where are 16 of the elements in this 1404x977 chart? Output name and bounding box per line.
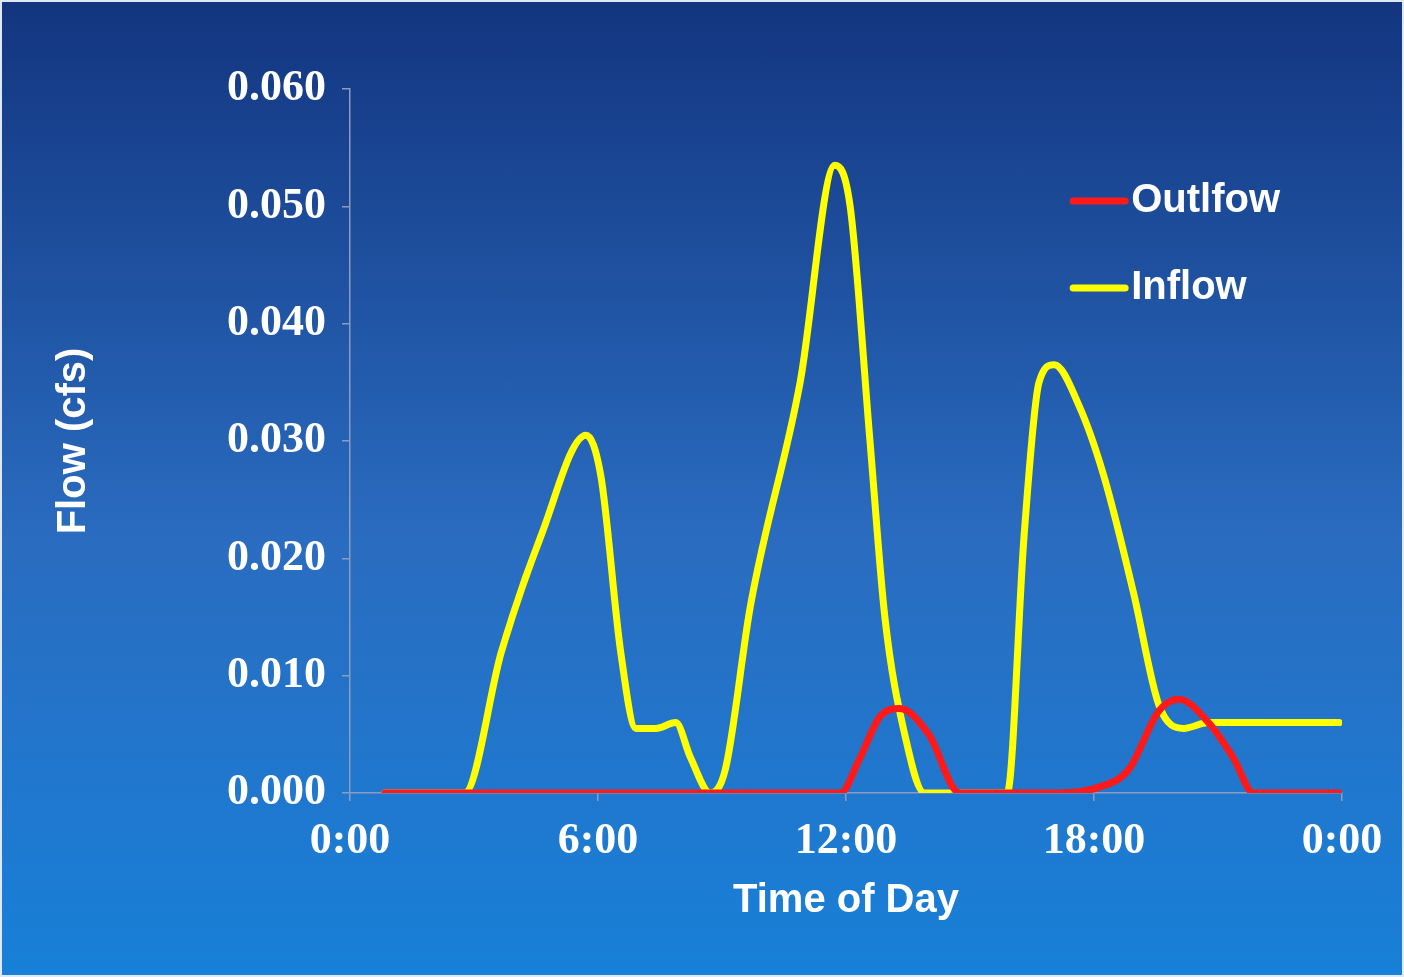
x-tick-label: 6:00: [557, 813, 639, 863]
y-tick-label: 0.010: [227, 648, 326, 698]
y-tick-label: 0.020: [227, 530, 326, 580]
x-tick-label: 18:00: [1042, 813, 1146, 863]
y-tick-label: 0.060: [227, 61, 326, 111]
x-axis-title: Time of Day: [733, 876, 960, 921]
y-tick-label: 0.050: [227, 178, 326, 228]
x-tick-label: 0:00: [309, 813, 391, 863]
y-tick-label: 0.030: [227, 413, 326, 463]
y-axis-title: Flow (cfs): [49, 347, 94, 535]
y-tick-label: 0.000: [227, 765, 326, 815]
legend-label: Outlfow: [1131, 176, 1281, 221]
x-tick-label: 12:00: [794, 813, 898, 863]
legend-label: Inflow: [1131, 263, 1248, 308]
x-tick-label: 0:00: [1301, 813, 1383, 863]
y-tick-label: 0.040: [227, 296, 326, 346]
